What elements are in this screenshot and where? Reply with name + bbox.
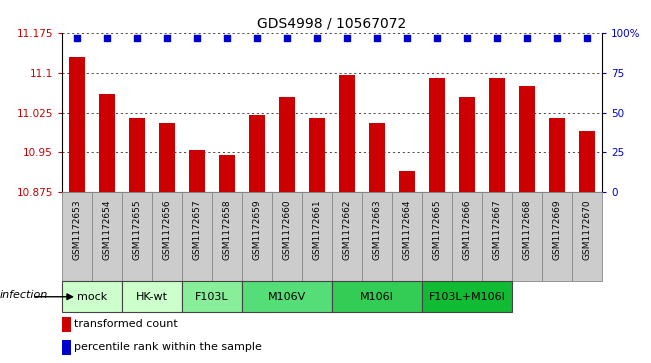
FancyBboxPatch shape [422,281,512,312]
Text: GSM1172661: GSM1172661 [312,200,322,260]
Bar [62,339,71,355]
FancyBboxPatch shape [482,192,512,281]
Point [552,35,562,41]
Bar [368,123,385,192]
FancyBboxPatch shape [122,281,182,312]
FancyBboxPatch shape [92,192,122,281]
Point [102,35,112,41]
Text: GSM1172665: GSM1172665 [432,200,441,260]
Text: M106I: M106I [360,292,394,302]
FancyBboxPatch shape [572,192,602,281]
Text: GSM1172664: GSM1172664 [402,200,411,260]
Point [252,35,262,41]
Bar [219,155,235,192]
Bar [249,115,265,192]
Point [282,35,292,41]
Text: mock: mock [77,292,107,302]
FancyBboxPatch shape [302,192,332,281]
Bar [62,317,71,332]
Text: F103L+M106I: F103L+M106I [428,292,506,302]
Point [132,35,142,41]
Bar [579,131,596,192]
Text: M106V: M106V [268,292,306,302]
Point [372,35,382,41]
Text: HK-wt: HK-wt [136,292,168,302]
Bar [519,86,535,192]
FancyBboxPatch shape [332,281,422,312]
FancyBboxPatch shape [332,192,362,281]
Bar [309,118,326,192]
Bar [429,78,445,192]
Text: F103L: F103L [195,292,229,302]
FancyBboxPatch shape [542,192,572,281]
FancyBboxPatch shape [512,192,542,281]
FancyBboxPatch shape [182,281,242,312]
Point [191,35,202,41]
Text: GSM1172668: GSM1172668 [523,200,532,260]
Point [402,35,412,41]
Bar [459,97,475,192]
Bar [399,171,415,192]
Bar [68,57,85,192]
Point [161,35,172,41]
Bar [189,150,205,192]
Text: GSM1172656: GSM1172656 [162,200,171,260]
FancyBboxPatch shape [182,192,212,281]
Point [432,35,442,41]
Point [492,35,503,41]
FancyBboxPatch shape [272,192,302,281]
Bar [98,94,115,192]
Text: GSM1172667: GSM1172667 [493,200,502,260]
Bar [159,123,175,192]
Point [312,35,322,41]
FancyBboxPatch shape [62,281,122,312]
Point [462,35,473,41]
Bar [339,75,355,192]
Bar [129,118,145,192]
Point [582,35,592,41]
Text: GSM1172658: GSM1172658 [223,200,232,260]
FancyBboxPatch shape [362,192,392,281]
FancyBboxPatch shape [152,192,182,281]
FancyBboxPatch shape [392,192,422,281]
Text: GSM1172659: GSM1172659 [253,200,262,260]
Text: GSM1172666: GSM1172666 [463,200,471,260]
Text: percentile rank within the sample: percentile rank within the sample [74,342,262,352]
Text: GSM1172653: GSM1172653 [72,200,81,260]
FancyBboxPatch shape [122,192,152,281]
Text: GDS4998 / 10567072: GDS4998 / 10567072 [257,16,407,30]
Text: GSM1172660: GSM1172660 [283,200,292,260]
Point [342,35,352,41]
FancyBboxPatch shape [62,192,92,281]
Text: infection: infection [0,290,48,300]
Point [222,35,232,41]
Text: GSM1172654: GSM1172654 [102,200,111,260]
Bar [549,118,566,192]
FancyBboxPatch shape [242,281,332,312]
FancyBboxPatch shape [242,192,272,281]
FancyBboxPatch shape [212,192,242,281]
Text: GSM1172663: GSM1172663 [372,200,381,260]
FancyBboxPatch shape [422,192,452,281]
Text: GSM1172657: GSM1172657 [193,200,201,260]
Bar [489,78,505,192]
Text: GSM1172655: GSM1172655 [132,200,141,260]
FancyBboxPatch shape [452,192,482,281]
Text: GSM1172662: GSM1172662 [342,200,352,260]
Text: GSM1172669: GSM1172669 [553,200,562,260]
Point [72,35,82,41]
Text: transformed count: transformed count [74,319,178,330]
Text: GSM1172670: GSM1172670 [583,200,592,260]
Point [522,35,533,41]
Bar [279,97,296,192]
